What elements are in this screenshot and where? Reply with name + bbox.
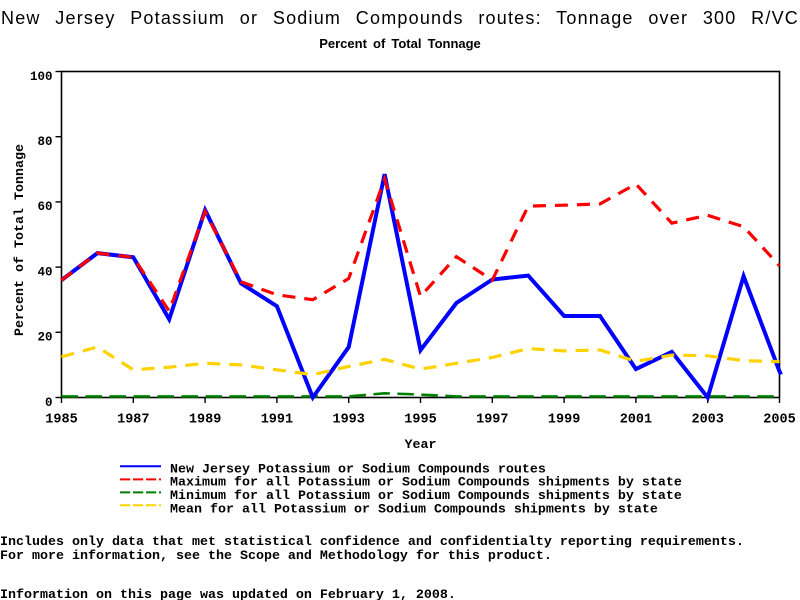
svg-text:Year: Year	[405, 438, 437, 453]
svg-text:Maximum for all Potassium or S: Maximum for all Potassium or Sodium Comp…	[170, 476, 682, 491]
svg-text:40: 40	[37, 265, 52, 279]
svg-text:2001: 2001	[620, 413, 652, 428]
svg-text:80: 80	[37, 135, 52, 149]
svg-text:1999: 1999	[548, 413, 580, 428]
svg-text:1987: 1987	[117, 413, 149, 428]
svg-text:2003: 2003	[691, 413, 723, 428]
svg-text:20: 20	[37, 331, 52, 345]
svg-text:60: 60	[37, 200, 52, 214]
svg-text:2005: 2005	[763, 413, 795, 428]
svg-text:0: 0	[45, 396, 53, 410]
svg-text:1995: 1995	[404, 413, 436, 428]
svg-text:Mean for all Potassium or Sodi: Mean for all Potassium or Sodium Compoun…	[170, 502, 658, 517]
svg-text:Percent of Total Tonnage: Percent of Total Tonnage	[13, 144, 28, 336]
svg-text:1989: 1989	[189, 413, 221, 428]
svg-text:Minimum for all Potassium or S: Minimum for all Potassium or Sodium Comp…	[170, 489, 682, 504]
svg-text:1985: 1985	[45, 413, 77, 428]
svg-text:1991: 1991	[261, 413, 293, 428]
svg-text:New Jersey Potassium or Sodium: New Jersey Potassium or Sodium Compounds…	[170, 462, 546, 477]
svg-text:1993: 1993	[332, 413, 364, 428]
svg-text:100: 100	[30, 70, 53, 84]
svg-text:1997: 1997	[476, 413, 508, 428]
